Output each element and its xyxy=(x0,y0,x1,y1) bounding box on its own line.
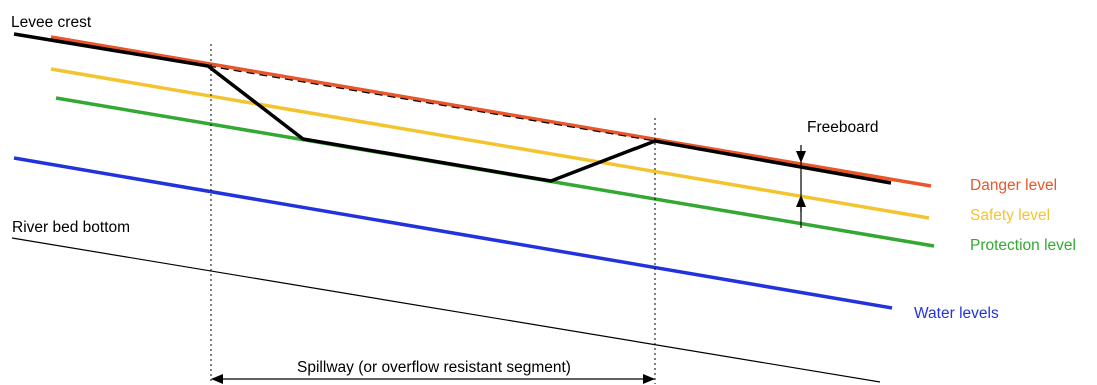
levee-crest-label: Levee crest xyxy=(11,14,92,31)
protection-level-label: Protection level xyxy=(970,237,1076,254)
safety-level-label: Safety level xyxy=(970,207,1050,224)
danger-level-label: Danger level xyxy=(970,177,1057,194)
safety-level-line xyxy=(50,67,930,220)
water-levels-label: Water levels xyxy=(914,305,999,322)
levee-crest-line xyxy=(13,32,892,185)
freeboard-label: Freeboard xyxy=(807,119,879,136)
river-bed-bottom-line xyxy=(11,237,881,383)
original-crest-dashed-line xyxy=(207,65,656,142)
water-level-line xyxy=(13,156,893,310)
river-bed-bottom-label: River bed bottom xyxy=(12,219,130,236)
spillway-label: Spillway (or overflow resistant segment) xyxy=(297,359,571,376)
danger-level-line xyxy=(50,35,932,188)
